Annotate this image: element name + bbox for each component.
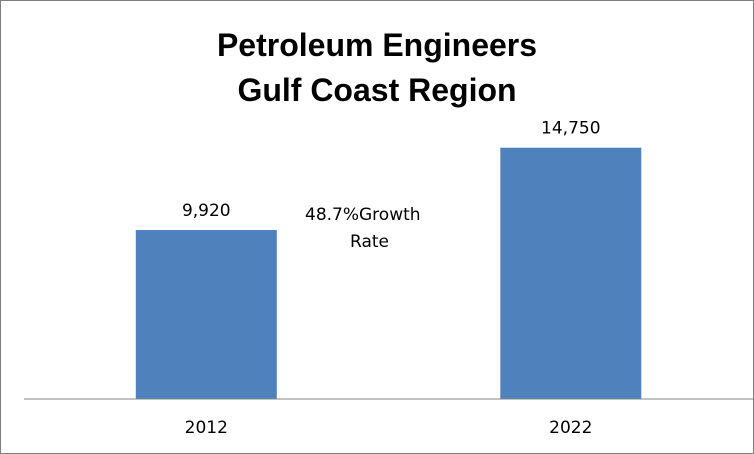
chart-title-line-2: Gulf Coast Region — [237, 72, 516, 108]
chart-title-line-1: Petroleum Engineers — [217, 27, 537, 63]
bar-2012 — [135, 230, 277, 399]
data-label-2022: 14,750 — [541, 119, 600, 139]
bar-2022 — [500, 147, 642, 399]
growth-annotation-line-2: Rate — [350, 232, 389, 252]
x-tick-label-2022: 2022 — [549, 418, 592, 438]
labels-layer: 9,920 2012 14,750 2022 — [182, 119, 601, 438]
data-label-2012: 9,920 — [182, 201, 231, 221]
bars-layer — [135, 147, 642, 399]
x-tick-label-2012: 2012 — [185, 418, 228, 438]
growth-annotation-line-1: 48.7%Growth — [305, 205, 421, 225]
